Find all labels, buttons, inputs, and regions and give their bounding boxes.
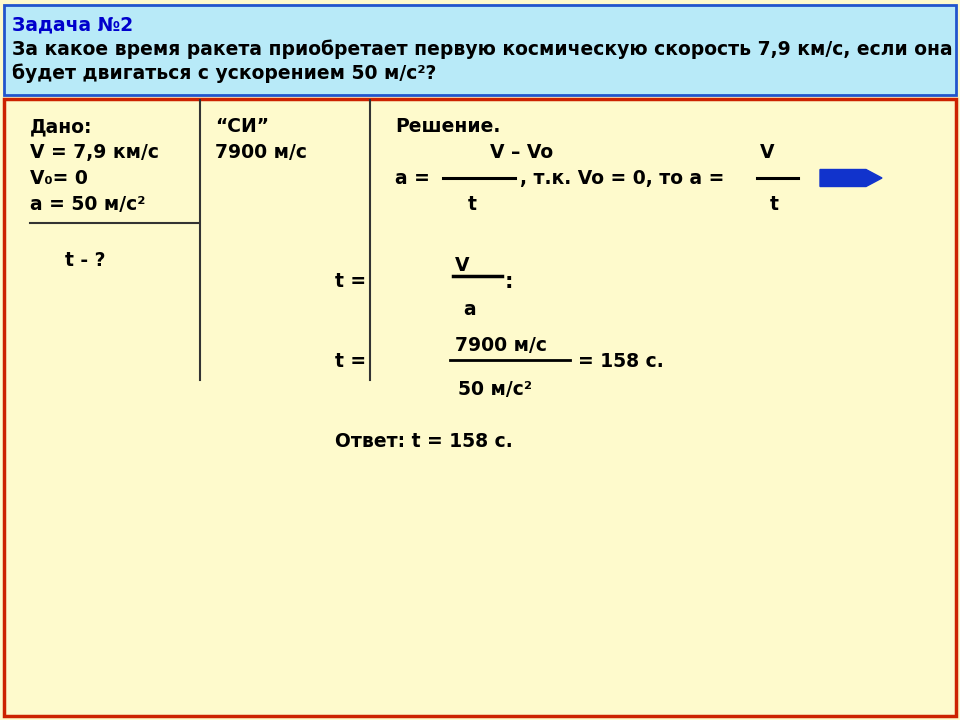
Text: V: V <box>455 256 469 275</box>
Text: а: а <box>463 300 475 319</box>
Text: :: : <box>505 272 514 292</box>
Text: 7900 м/с: 7900 м/с <box>215 143 307 162</box>
Text: 50 м/с²: 50 м/с² <box>458 380 532 399</box>
Text: а = 50 м/с²: а = 50 м/с² <box>30 195 145 214</box>
Text: 7900 м/с: 7900 м/с <box>455 336 547 355</box>
Text: V₀= 0: V₀= 0 <box>30 169 88 188</box>
Text: t - ?: t - ? <box>65 251 106 270</box>
Text: “СИ”: “СИ” <box>215 117 269 136</box>
Text: V: V <box>760 143 775 162</box>
Text: t =: t = <box>335 352 366 371</box>
Text: V = 7,9 км/с: V = 7,9 км/с <box>30 143 159 162</box>
Text: Дано:: Дано: <box>30 117 92 136</box>
Text: Задача №2: Задача №2 <box>12 15 133 34</box>
Text: Ответ: t = 158 с.: Ответ: t = 158 с. <box>335 432 513 451</box>
Text: t: t <box>468 195 477 214</box>
Text: Решение.: Решение. <box>395 117 500 136</box>
Bar <box>4 99 956 716</box>
Text: За какое время ракета приобретает первую космическую скорость 7,9 км/с, если она: За какое время ракета приобретает первую… <box>12 39 952 58</box>
Bar <box>4 5 956 95</box>
Text: t: t <box>770 195 779 214</box>
Text: а =: а = <box>395 169 430 188</box>
Text: , т.к. Vo = 0, то а =: , т.к. Vo = 0, то а = <box>520 169 725 188</box>
Text: t =: t = <box>335 272 366 291</box>
Text: будет двигаться с ускорением 50 м/с²?: будет двигаться с ускорением 50 м/с²? <box>12 63 437 83</box>
Text: V – Vo: V – Vo <box>490 143 553 162</box>
FancyArrow shape <box>820 169 882 186</box>
Text: = 158 с.: = 158 с. <box>578 352 663 371</box>
